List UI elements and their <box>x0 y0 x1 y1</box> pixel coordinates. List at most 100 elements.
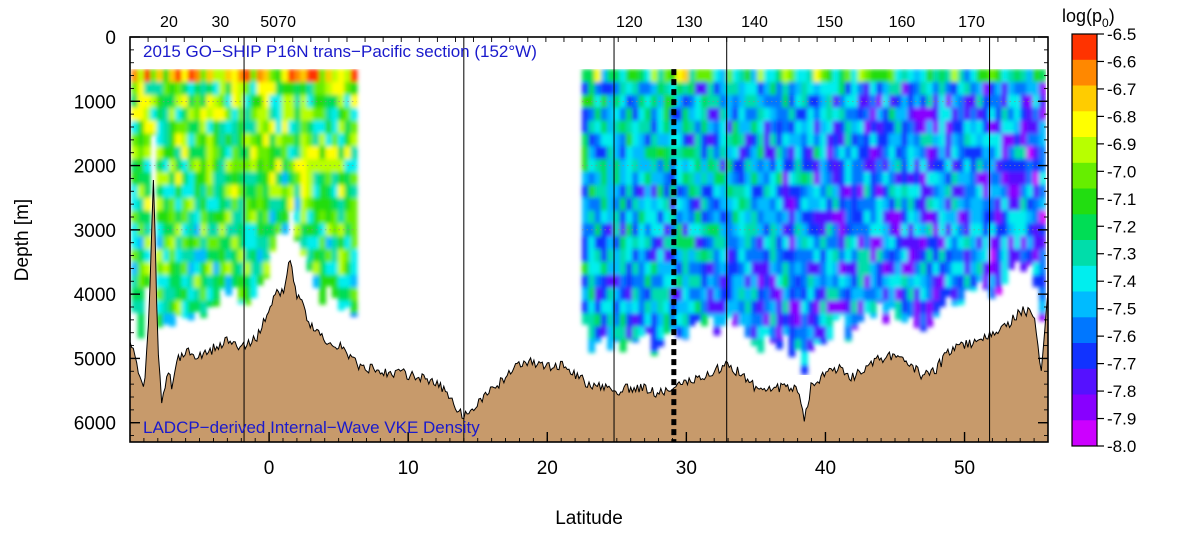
vke-cell <box>1032 197 1040 212</box>
vke-cell <box>976 274 984 283</box>
vke-cell <box>650 107 658 122</box>
vke-cell <box>876 262 884 276</box>
vke-cell <box>632 94 639 109</box>
top-axis-label: 20 <box>160 14 178 31</box>
vke-cell <box>826 249 834 263</box>
vke-cell <box>876 120 884 135</box>
vke-cell <box>932 287 940 302</box>
vke-cell <box>200 120 208 135</box>
vke-cell <box>832 159 840 173</box>
vke-cell <box>744 172 752 186</box>
vke-cell <box>744 184 752 199</box>
vke-cell <box>657 82 665 96</box>
vke-cell <box>644 146 652 160</box>
vke-cell <box>963 223 971 237</box>
vke-cell <box>131 274 139 289</box>
vke-cell <box>137 172 145 186</box>
vke-cell <box>807 326 815 340</box>
vke-cell <box>957 274 965 289</box>
colorbar-tick-label: -6.5 <box>1107 25 1136 44</box>
vke-cell <box>807 210 815 225</box>
vke-cell <box>1020 197 1028 212</box>
vke-cell <box>225 172 233 186</box>
vke-cell <box>970 69 977 83</box>
vke-cell <box>306 262 314 272</box>
vke-cell <box>807 120 815 135</box>
vke-cell <box>187 210 195 225</box>
vke-cell <box>244 197 251 212</box>
vke-cell <box>162 172 170 186</box>
vke-cell <box>938 184 946 199</box>
x-tick-label: 0 <box>264 458 275 479</box>
vke-cell <box>769 262 777 276</box>
vke-cell <box>851 69 859 83</box>
vke-cell <box>237 197 245 212</box>
vke-cell <box>882 120 890 135</box>
vke-cell <box>175 133 183 147</box>
vke-cell <box>675 210 683 225</box>
vke-cell <box>807 249 815 263</box>
vke-cell <box>907 172 915 186</box>
vke-cell <box>920 287 927 302</box>
vke-cell <box>275 172 283 186</box>
vke-cell <box>801 69 808 83</box>
vke-cell <box>607 313 614 327</box>
vke-cell <box>294 146 301 160</box>
vke-cell <box>644 82 652 96</box>
vke-cell <box>938 107 946 122</box>
vke-cell <box>844 274 852 289</box>
vke-cell <box>788 120 796 135</box>
vke-cell <box>732 287 740 302</box>
colorbar-swatch <box>1072 85 1097 112</box>
vke-cell <box>206 223 214 237</box>
vke-cell <box>168 94 176 109</box>
vke-cell <box>863 120 871 135</box>
vke-cell <box>813 184 821 199</box>
vke-cell <box>701 313 708 327</box>
vke-cell <box>688 69 696 83</box>
vke-cell <box>294 82 301 96</box>
vke-cell <box>938 300 946 307</box>
vke-cell <box>331 146 339 160</box>
vke-cell <box>156 326 164 328</box>
vke-cell <box>932 262 940 276</box>
vke-cell <box>206 120 214 135</box>
vke-cell <box>657 274 665 289</box>
vke-cell <box>838 184 846 199</box>
vke-cell <box>882 69 890 83</box>
vke-cell <box>237 300 245 305</box>
vke-cell <box>788 326 796 340</box>
vke-cell <box>181 249 189 263</box>
vke-cell <box>600 287 608 302</box>
vke-cell <box>838 262 846 276</box>
vke-cell <box>694 262 702 276</box>
vke-cell <box>901 300 909 315</box>
vke-cell <box>325 197 333 212</box>
vke-cell <box>650 274 658 289</box>
vke-cell <box>625 262 633 276</box>
vke-cell <box>963 274 971 289</box>
vke-cell <box>719 262 727 276</box>
vke-cell <box>625 184 633 199</box>
vke-cell <box>876 107 884 122</box>
vke-cell <box>776 249 783 263</box>
vke-cell <box>844 94 852 109</box>
vke-cell <box>988 210 996 225</box>
vke-cell <box>801 300 808 315</box>
vke-cell <box>851 313 859 327</box>
vke-cell <box>219 69 226 83</box>
vke-cell <box>675 159 683 173</box>
vke-cell <box>920 210 927 225</box>
vke-cell <box>625 326 633 340</box>
vke-cell <box>663 197 671 212</box>
vke-cell <box>913 197 921 212</box>
vke-cell <box>863 159 871 173</box>
vke-cell <box>757 352 765 353</box>
vke-cell <box>976 172 984 186</box>
vke-cell <box>926 210 934 225</box>
vke-cell <box>1039 262 1046 276</box>
vke-cell <box>650 326 658 340</box>
vke-cell <box>131 249 139 263</box>
vke-cell <box>995 94 1002 109</box>
vke-cell <box>594 262 602 276</box>
